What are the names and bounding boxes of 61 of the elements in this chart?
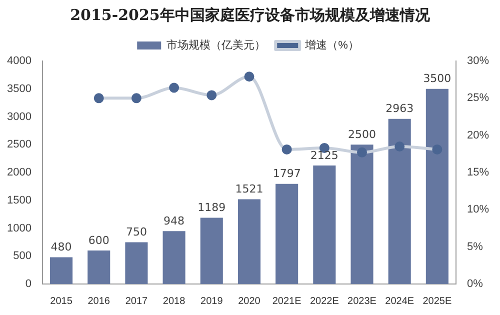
point bbox=[131, 93, 142, 104]
x-tick-label: 2017 bbox=[125, 296, 148, 307]
y-tick-label: 1500 bbox=[6, 194, 32, 206]
bar bbox=[125, 242, 148, 284]
x-tick-label: 2020 bbox=[238, 296, 261, 307]
data-label: 750 bbox=[126, 226, 147, 239]
y2-tick-label: 5% bbox=[466, 240, 484, 253]
bar bbox=[238, 199, 261, 284]
y-tick-label: 2000 bbox=[6, 166, 32, 179]
data-label: 2963 bbox=[386, 102, 414, 116]
x-tick-label: 2024E bbox=[385, 296, 414, 307]
data-label: 1797 bbox=[272, 167, 301, 180]
chart-title: 2015-2025年中国家庭医疗设备市场规模及增速情况 bbox=[69, 6, 431, 25]
y2-tick-label: 0% bbox=[466, 278, 484, 290]
data-label: 1189 bbox=[198, 201, 226, 214]
y-tick-label: 1000 bbox=[6, 222, 32, 234]
bar bbox=[350, 144, 374, 284]
x-tick-label: 2022E bbox=[310, 296, 340, 307]
y-tick-label: 3500 bbox=[6, 82, 32, 95]
data-label: 600 bbox=[88, 234, 110, 247]
bar bbox=[88, 250, 110, 284]
bar bbox=[313, 166, 336, 284]
x-tick-label: 2019 bbox=[200, 296, 224, 307]
x-tick-label: 2021E bbox=[272, 296, 302, 307]
data-label: 948 bbox=[164, 214, 185, 228]
y2-tick-label: 20% bbox=[466, 129, 490, 142]
bar bbox=[426, 88, 448, 284]
point bbox=[169, 82, 180, 93]
data-label: 1521 bbox=[235, 182, 264, 196]
bar bbox=[50, 257, 73, 284]
bar bbox=[200, 218, 223, 284]
point bbox=[394, 141, 405, 152]
data-label: 480 bbox=[50, 240, 72, 254]
point bbox=[432, 144, 442, 154]
y-tick-label: 0 bbox=[25, 278, 32, 290]
point bbox=[94, 93, 104, 104]
legend-label: 市场规模（亿美元） bbox=[166, 38, 266, 52]
x-tick-label: 2023E bbox=[348, 296, 377, 307]
x-tick-label: 2025E bbox=[422, 296, 452, 307]
point bbox=[244, 72, 254, 82]
point bbox=[357, 147, 368, 158]
x-tick-label: 2018 bbox=[162, 296, 186, 307]
legend-label: 增速（%） bbox=[304, 38, 359, 52]
y-tick-label: 3000 bbox=[6, 110, 32, 123]
bar bbox=[162, 231, 186, 284]
y2-tick-label: 25% bbox=[466, 92, 490, 104]
point bbox=[206, 90, 217, 100]
data-label: 2500 bbox=[348, 128, 376, 141]
y-tick-label: 4000 bbox=[6, 55, 32, 68]
y-tick-label: 2500 bbox=[6, 138, 32, 151]
bar bbox=[388, 118, 411, 284]
point bbox=[282, 144, 292, 154]
y-tick-label: 500 bbox=[13, 250, 32, 262]
y2-tick-label: 15% bbox=[466, 166, 490, 179]
x-tick-label: 2015 bbox=[50, 296, 73, 307]
y2-tick-label: 30% bbox=[466, 55, 490, 68]
x-tick-label: 2016 bbox=[88, 296, 110, 307]
data-label: 3500 bbox=[423, 72, 452, 86]
bar bbox=[276, 184, 298, 284]
y2-tick-label: 10% bbox=[466, 204, 490, 216]
data-label: 2125 bbox=[310, 148, 338, 162]
